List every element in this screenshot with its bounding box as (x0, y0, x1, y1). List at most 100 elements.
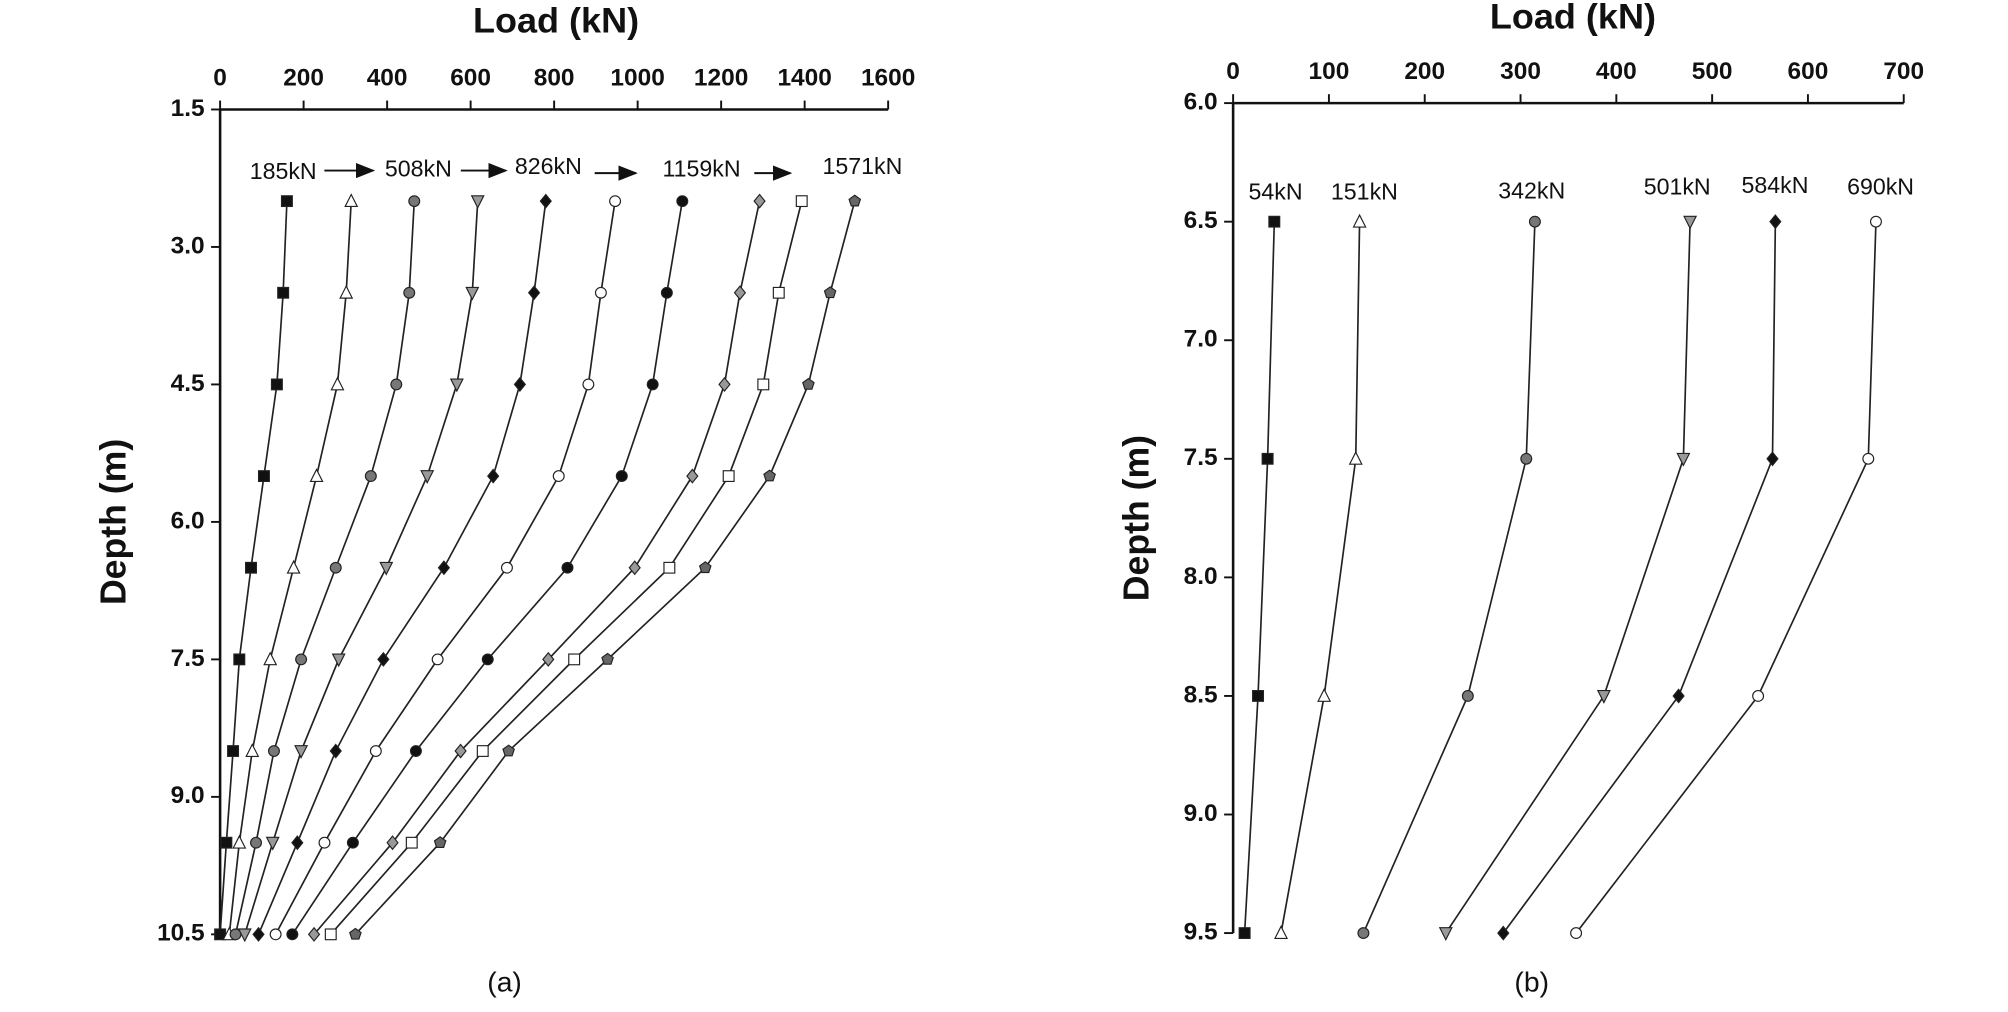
y-tick-label: 8.5 (1184, 681, 1218, 708)
x-tick-label: 200 (283, 64, 324, 91)
marker (686, 468, 699, 484)
chart-panel: Load (kN) Depth (m) (a) 0 200 400 600 800 1000 12… (93, 1, 915, 998)
marker (615, 470, 628, 483)
marker (502, 744, 515, 757)
marker (237, 928, 252, 943)
x-tick-label: 600 (1788, 58, 1829, 85)
y-tick-label: 7.0 (1184, 326, 1218, 353)
marker (594, 286, 607, 299)
marker (257, 470, 270, 483)
marker (1461, 690, 1474, 702)
chart-panel: Load (kN) Depth (m) (b) 0 100 200 300 400 500 600… (1116, 0, 1924, 997)
annotation: 690kN (1847, 174, 1914, 200)
marker (660, 286, 673, 299)
x-tick-label: 400 (367, 64, 408, 91)
annotation: 826kN (515, 153, 582, 179)
marker (1348, 450, 1363, 465)
marker (286, 928, 299, 941)
marker (252, 926, 265, 942)
series-line (1502, 221, 1777, 934)
marker (269, 928, 282, 941)
marker (552, 470, 565, 483)
marker (270, 378, 283, 391)
marker (1274, 925, 1289, 939)
marker (280, 195, 293, 208)
marker (1869, 215, 1882, 228)
marker (1357, 927, 1370, 939)
marker (386, 835, 399, 851)
x-tick-label: 1000 (610, 64, 664, 91)
marker (245, 743, 260, 757)
marker (408, 195, 421, 208)
marker (1752, 690, 1765, 702)
marker (487, 468, 500, 484)
marker (250, 836, 263, 849)
y-tick-label: 3.0 (171, 232, 205, 259)
marker (431, 653, 444, 666)
marker (848, 194, 862, 207)
marker (263, 651, 278, 666)
annotation: 54kN (1249, 179, 1303, 205)
x-tick-label: 1200 (694, 64, 748, 91)
marker (309, 468, 324, 483)
marker (753, 193, 766, 209)
caption: (b) (1514, 967, 1549, 998)
marker (1528, 215, 1541, 228)
series-line (313, 200, 761, 935)
x-tick-label: 200 (1404, 58, 1445, 85)
series-line (1445, 221, 1691, 934)
marker (286, 559, 301, 574)
marker (1261, 452, 1274, 465)
marker (403, 286, 416, 299)
series-line (1280, 221, 1361, 934)
y-tick-label: 7.5 (171, 645, 205, 672)
marker (1520, 452, 1533, 465)
marker (722, 470, 735, 483)
marker (542, 651, 555, 667)
marker (763, 469, 776, 482)
marker (344, 193, 359, 208)
y-tick-label: 9.0 (171, 782, 205, 809)
marker (823, 286, 837, 299)
x-tick-label: 500 (1692, 58, 1733, 85)
annotation: 185kN (250, 158, 317, 184)
marker (1317, 688, 1332, 702)
x-tick-label: 300 (1500, 58, 1541, 85)
marker (1683, 215, 1698, 230)
series-line (291, 200, 684, 935)
y-tick-label: 9.0 (1184, 800, 1218, 827)
annotation: 342kN (1498, 177, 1565, 203)
x-axis-title: Load (kN) (473, 1, 639, 41)
y-axis-title: Depth (m) (93, 439, 133, 605)
marker (291, 835, 304, 851)
marker (1238, 927, 1251, 939)
arrows (324, 162, 793, 181)
marker (733, 285, 747, 301)
marker (329, 561, 342, 574)
marker (1676, 452, 1691, 467)
marker (609, 195, 622, 208)
annotation: 584kN (1742, 172, 1809, 198)
marker (330, 376, 345, 391)
marker (318, 836, 331, 849)
marker (346, 836, 359, 849)
marker (582, 378, 595, 391)
series-line (1243, 221, 1276, 934)
annotation: 508kN (385, 156, 452, 182)
marker (500, 561, 513, 574)
marker (539, 193, 552, 209)
x-tick-label: 400 (1596, 58, 1637, 85)
series-line (354, 200, 856, 935)
marker (527, 285, 541, 301)
marker (405, 836, 418, 849)
y-tick-label: 6.0 (1184, 89, 1218, 116)
marker (377, 651, 390, 667)
marker (409, 745, 422, 757)
y-tick-label: 4.5 (171, 370, 205, 397)
y-tick-label: 6.0 (171, 507, 205, 534)
marker (1268, 215, 1281, 228)
marker (718, 376, 731, 392)
marker (561, 561, 574, 574)
x-tick-label: 800 (534, 64, 575, 91)
